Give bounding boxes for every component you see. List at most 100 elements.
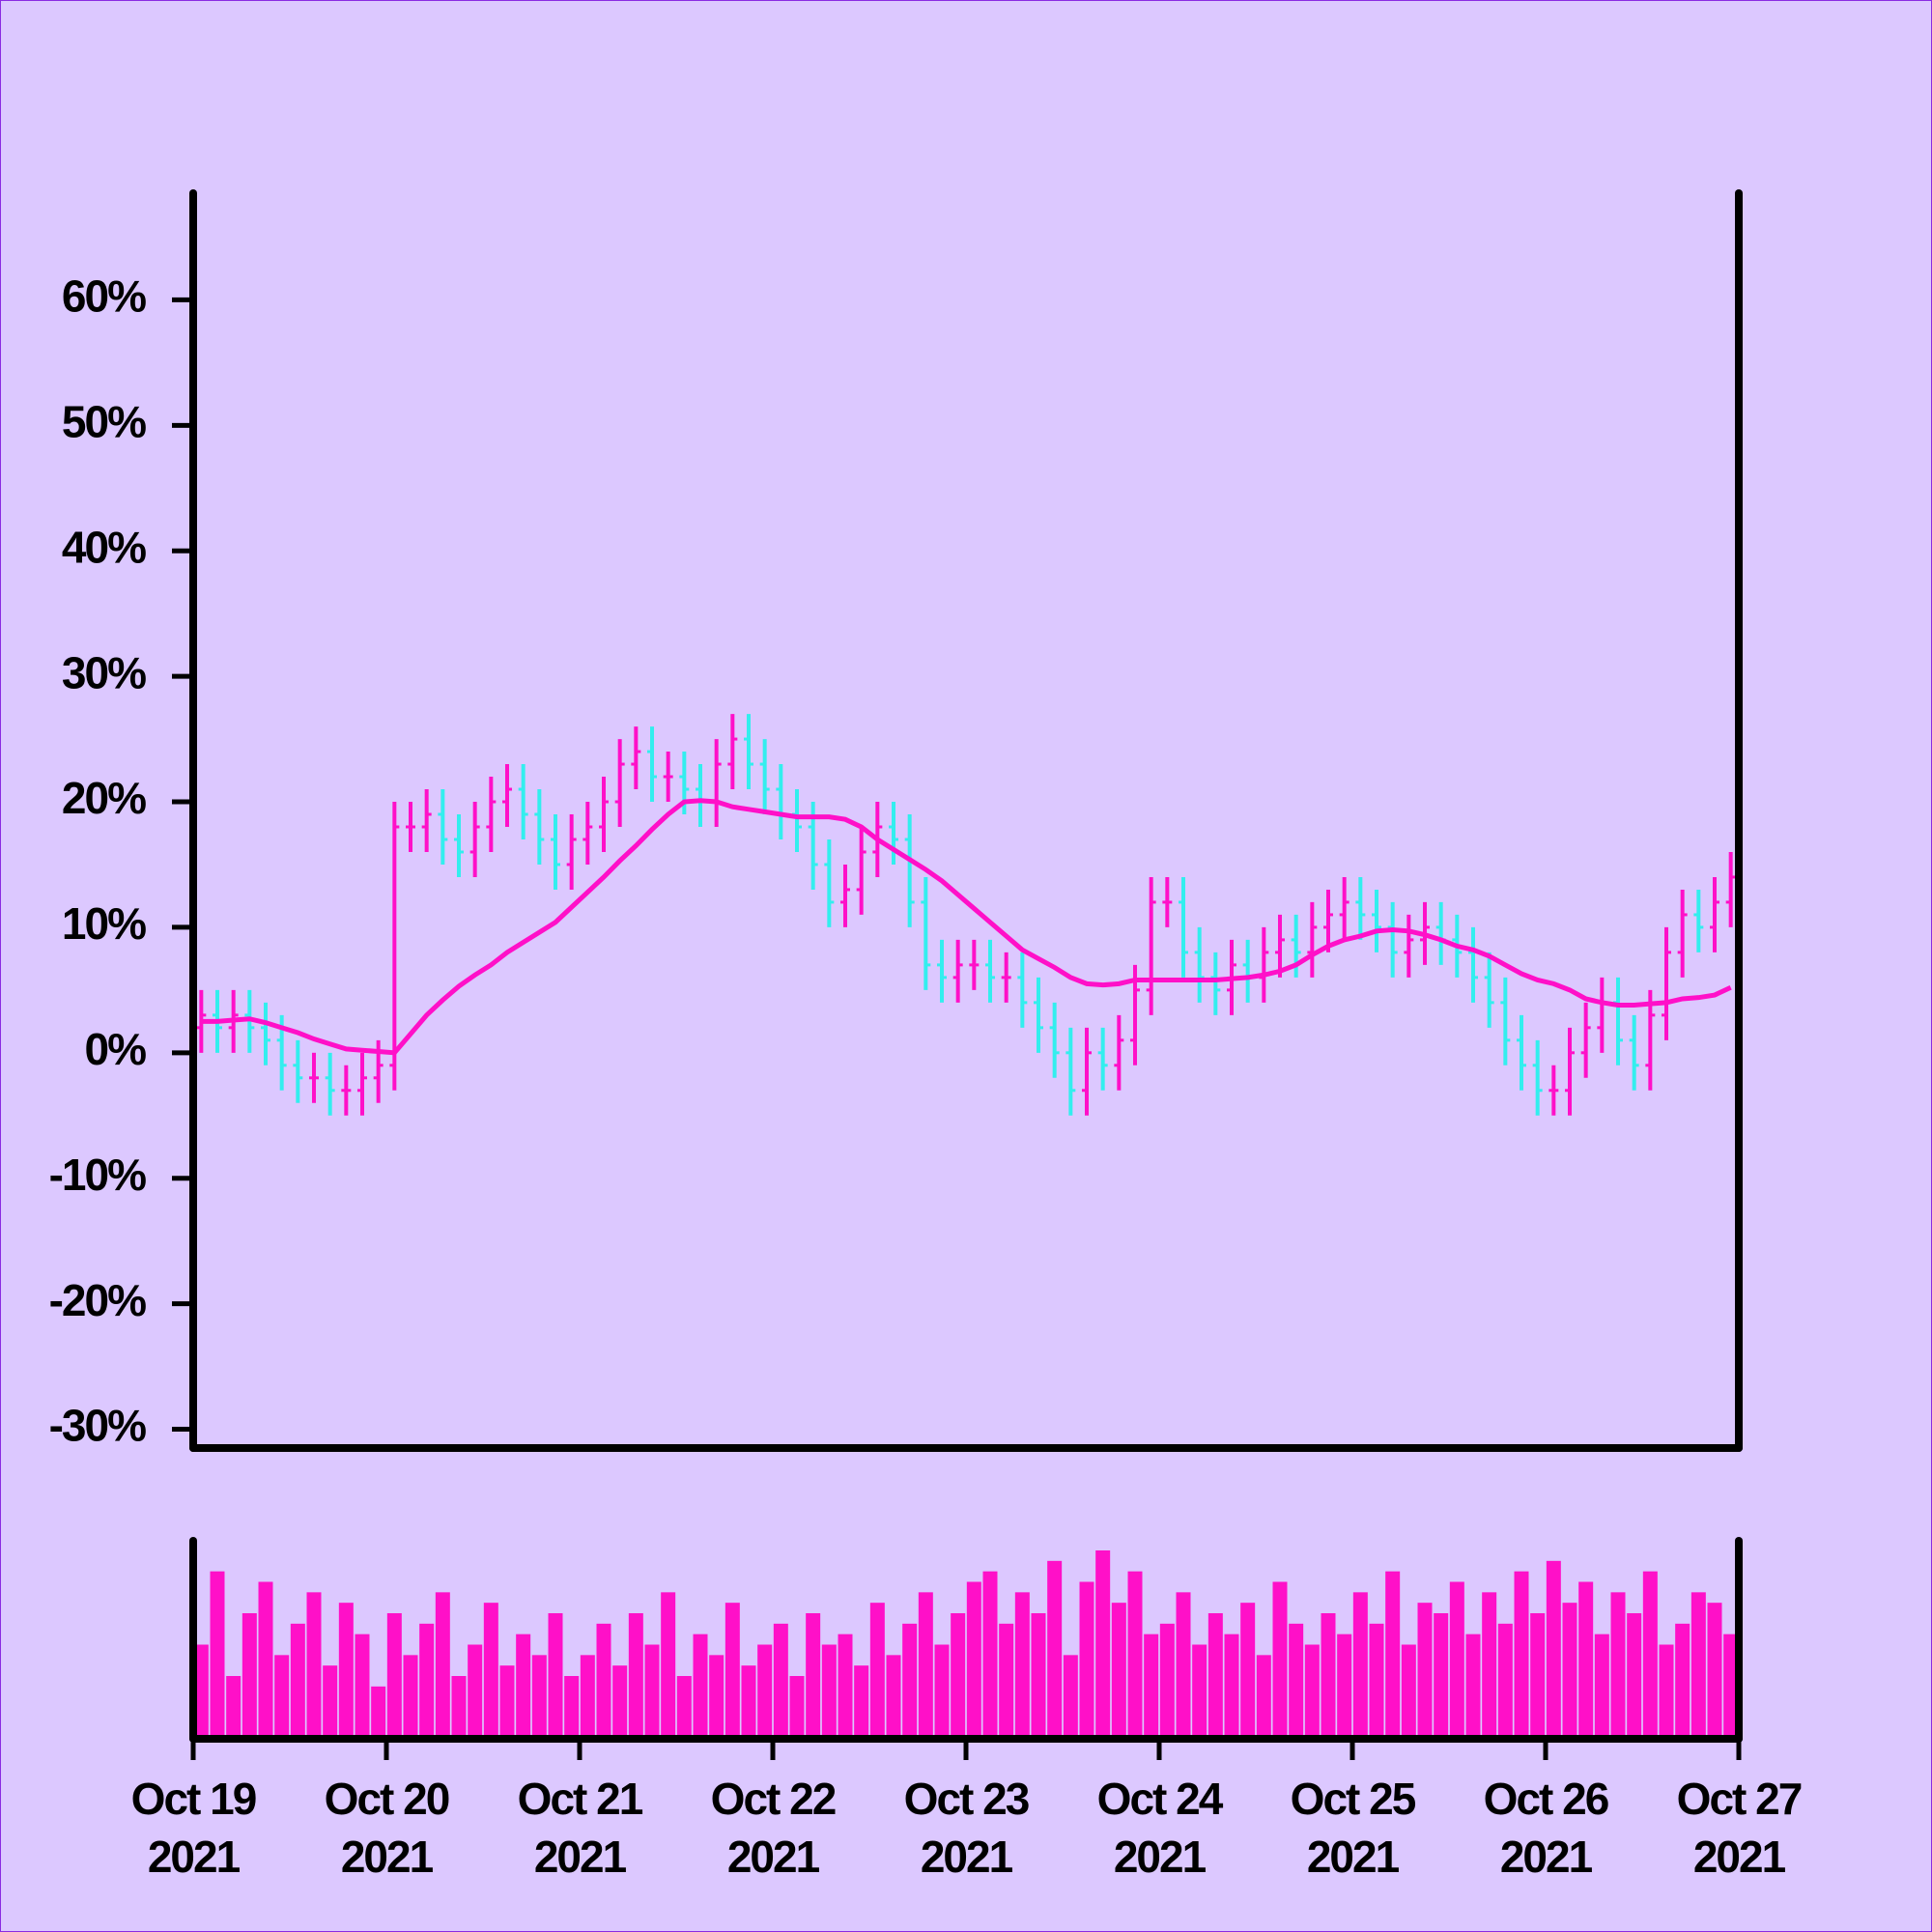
x-tick-label: 2021 bbox=[341, 1832, 434, 1882]
volume-bar bbox=[1401, 1644, 1416, 1739]
volume-bar bbox=[1514, 1571, 1529, 1739]
volume-bar bbox=[1530, 1613, 1546, 1739]
volume-bar bbox=[1031, 1613, 1046, 1739]
volume-bar bbox=[999, 1623, 1014, 1739]
volume-bar bbox=[918, 1592, 933, 1739]
volume-bar bbox=[1369, 1623, 1384, 1739]
volume-bar bbox=[821, 1644, 837, 1739]
x-tick-label: Oct 25 bbox=[1291, 1774, 1416, 1824]
x-tick-label: 2021 bbox=[727, 1832, 820, 1882]
volume-bar bbox=[1127, 1571, 1143, 1739]
volume-bar bbox=[1434, 1613, 1449, 1739]
volume-bar bbox=[355, 1634, 370, 1739]
volume-bar bbox=[966, 1581, 981, 1739]
volume-bar bbox=[741, 1665, 756, 1739]
x-tick-label: 2021 bbox=[148, 1832, 241, 1882]
volume-bar bbox=[564, 1676, 580, 1739]
volume-bar bbox=[1079, 1581, 1094, 1739]
x-tick-label: 2021 bbox=[1114, 1832, 1207, 1882]
volume-bar bbox=[1047, 1560, 1063, 1739]
volume-bar bbox=[1224, 1634, 1239, 1739]
volume-bar bbox=[902, 1623, 918, 1739]
volume-bar bbox=[1352, 1592, 1368, 1739]
volume-bar bbox=[1723, 1634, 1739, 1739]
volume-bar bbox=[1111, 1603, 1126, 1739]
volume-bar bbox=[306, 1592, 322, 1739]
volume-bar bbox=[757, 1644, 773, 1739]
volume-bar bbox=[1610, 1592, 1626, 1739]
volume-bar bbox=[1465, 1634, 1481, 1739]
volume-bar bbox=[274, 1655, 290, 1739]
volume-bar bbox=[838, 1634, 853, 1739]
volume-bar bbox=[1240, 1603, 1256, 1739]
y-tick-label: 20% bbox=[62, 773, 146, 823]
volume-bar bbox=[1159, 1623, 1175, 1739]
volume-bar bbox=[403, 1655, 418, 1739]
volume-bar bbox=[516, 1634, 531, 1739]
volume-bar bbox=[854, 1665, 869, 1739]
volume-bar bbox=[1337, 1634, 1352, 1739]
volume-bar bbox=[1690, 1592, 1706, 1739]
volume-bar bbox=[386, 1613, 402, 1739]
x-tick-label: Oct 19 bbox=[131, 1774, 256, 1824]
y-tick-label: 40% bbox=[62, 522, 146, 572]
volume-bar bbox=[1707, 1603, 1722, 1739]
x-tick-label: Oct 20 bbox=[325, 1774, 449, 1824]
volume-bar bbox=[323, 1665, 338, 1739]
volume-bar bbox=[1192, 1644, 1208, 1739]
volume-bar bbox=[419, 1623, 435, 1739]
volume-bar bbox=[1289, 1623, 1304, 1739]
volume-bar bbox=[1144, 1634, 1159, 1739]
volume-bar bbox=[548, 1613, 563, 1739]
volume-bar bbox=[1095, 1550, 1111, 1739]
volume-bar bbox=[531, 1655, 547, 1739]
volume-bar bbox=[1272, 1581, 1288, 1739]
y-tick-label: -10% bbox=[49, 1150, 146, 1200]
volume-bar bbox=[371, 1686, 386, 1739]
y-tick-label: 10% bbox=[62, 898, 146, 949]
volume-bar bbox=[789, 1676, 805, 1739]
volume-bar bbox=[1562, 1603, 1577, 1739]
x-tick-label: 2021 bbox=[534, 1832, 627, 1882]
y-tick-label: 50% bbox=[62, 396, 146, 446]
volume-bar bbox=[468, 1644, 483, 1739]
y-tick-label: 0% bbox=[85, 1024, 147, 1074]
volume-bar bbox=[1321, 1613, 1336, 1739]
volume-bar bbox=[1546, 1560, 1561, 1739]
volume-bar bbox=[451, 1676, 467, 1739]
volume-bar bbox=[612, 1665, 628, 1739]
volume-bar bbox=[934, 1644, 950, 1739]
x-tick-label: 2021 bbox=[1500, 1832, 1593, 1882]
volume-bar bbox=[580, 1655, 595, 1739]
y-tick-label: 60% bbox=[62, 271, 146, 322]
x-tick-label: Oct 26 bbox=[1484, 1774, 1608, 1824]
x-tick-label: Oct 22 bbox=[711, 1774, 836, 1824]
volume-bar bbox=[644, 1644, 660, 1739]
x-tick-label: Oct 23 bbox=[904, 1774, 1029, 1824]
volume-bar bbox=[869, 1603, 885, 1739]
y-tick-label: -20% bbox=[49, 1275, 146, 1325]
volume-bar bbox=[693, 1634, 708, 1739]
volume-bar bbox=[724, 1603, 740, 1739]
volume-bar bbox=[661, 1592, 676, 1739]
y-tick-label: -30% bbox=[49, 1401, 146, 1451]
x-tick-label: 2021 bbox=[921, 1832, 1013, 1882]
x-tick-label: 2021 bbox=[1693, 1832, 1786, 1882]
volume-bar bbox=[1497, 1623, 1513, 1739]
volume-bar bbox=[1675, 1623, 1690, 1739]
volume-bar bbox=[1176, 1592, 1191, 1739]
volume-bar bbox=[242, 1613, 257, 1739]
volume-bar bbox=[1594, 1634, 1609, 1739]
volume-bar bbox=[1256, 1655, 1271, 1739]
volume-bar bbox=[773, 1623, 788, 1739]
volume-bar bbox=[1304, 1644, 1320, 1739]
volume-bar bbox=[210, 1571, 225, 1739]
volume-bar bbox=[1642, 1571, 1658, 1739]
volume-bar bbox=[1208, 1613, 1223, 1739]
x-tick-label: 2021 bbox=[1307, 1832, 1400, 1882]
volume-bar bbox=[338, 1603, 354, 1739]
volume-bar bbox=[982, 1571, 998, 1739]
volume-bar bbox=[596, 1623, 611, 1739]
